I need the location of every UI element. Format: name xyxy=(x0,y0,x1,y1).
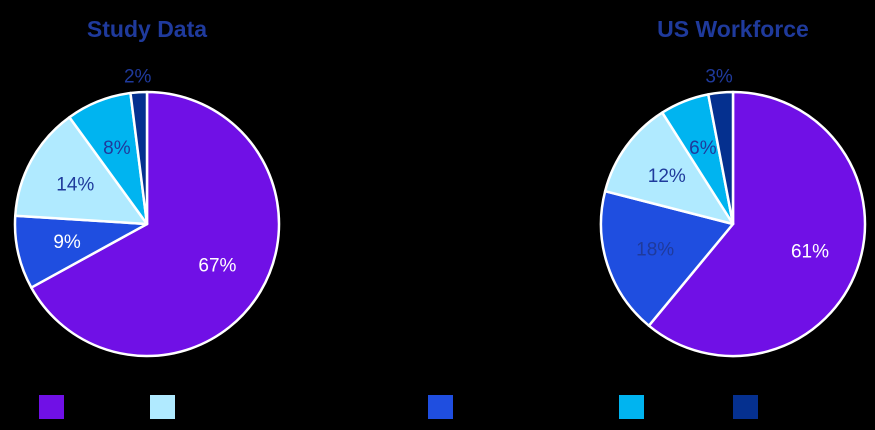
legend-swatch-navy xyxy=(733,395,758,419)
legend xyxy=(39,395,758,419)
us-workforce-pie-chart: US Workforce 61% 18% 12%6% 3% xyxy=(599,16,867,358)
pie-slice-0-2 xyxy=(14,115,149,226)
pie-slice-1-1 xyxy=(599,189,735,327)
legend-swatch-blue xyxy=(428,395,453,419)
slice-label-0-4: 2% xyxy=(124,66,152,87)
pie-slice-0-0 xyxy=(30,90,281,358)
slice-label-1-2: 12% xyxy=(648,166,686,187)
legend-swatch-light-blue xyxy=(150,395,175,419)
slice-label-1-1: 18% xyxy=(636,239,674,260)
study-data-labels: 67% 9% 14% 8% 2% xyxy=(53,66,236,276)
slice-label-0-1: 9% xyxy=(53,232,81,253)
slice-label-0-2: 14% xyxy=(56,175,94,196)
study-data-slices xyxy=(13,90,281,358)
slice-label-1-3: 6% xyxy=(689,138,717,159)
legend-swatch-purple xyxy=(39,395,64,419)
pie-slice-0-4 xyxy=(129,90,149,226)
study-data-pie-chart: Study Data 67% 9% 14% 8% 2% xyxy=(13,16,281,358)
study-data-title: Study Data xyxy=(87,16,207,42)
us-workforce-slices xyxy=(599,90,867,358)
pie-slice-1-0 xyxy=(647,90,867,358)
us-workforce-title: US Workforce xyxy=(657,16,809,42)
pie-slice-1-2 xyxy=(603,111,735,226)
legend-swatch-cyan xyxy=(619,395,644,419)
slice-label-1-0: 61% xyxy=(791,242,829,263)
slice-label-1-4: 3% xyxy=(705,67,733,88)
slice-label-0-3: 8% xyxy=(103,138,131,159)
pie-slice-1-4 xyxy=(707,90,735,226)
slice-label-0-0: 67% xyxy=(198,256,236,277)
us-workforce-labels: 61% 18% 12%6% 3% xyxy=(636,67,829,263)
